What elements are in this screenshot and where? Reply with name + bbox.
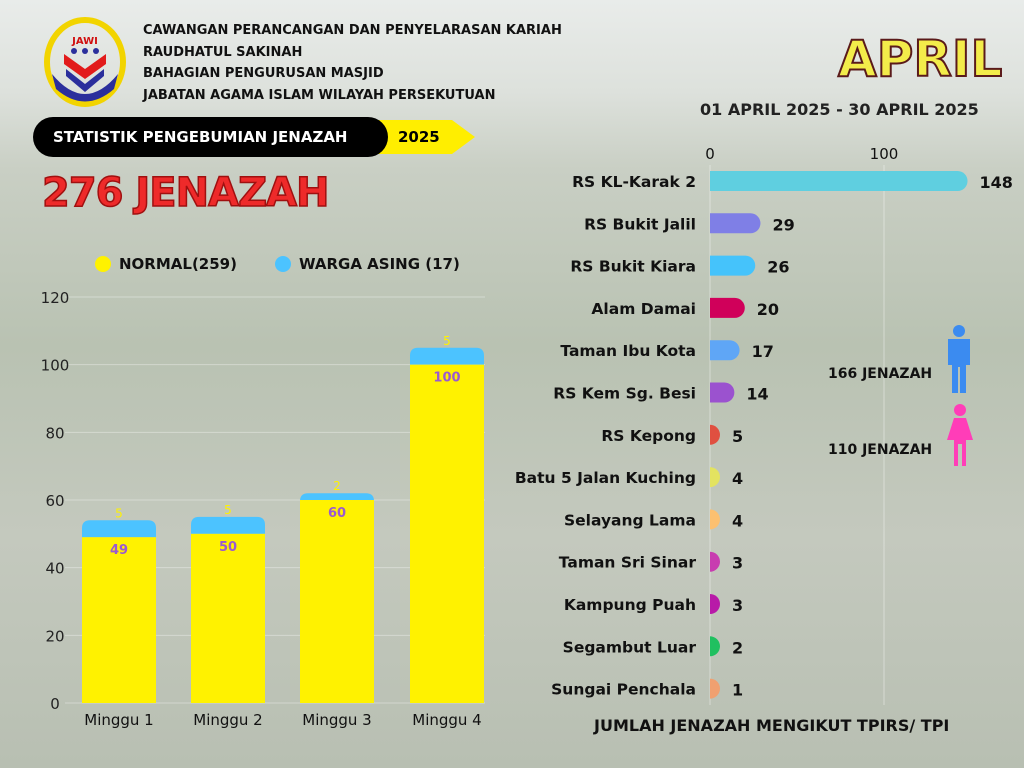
bar-value-warga-asing: 5 (443, 334, 451, 348)
x-tick-label: Minggu 2 (193, 711, 262, 729)
bar-value-normal: 50 (219, 540, 237, 555)
location-bar (710, 551, 720, 572)
x-tick-label: Minggu 4 (412, 711, 481, 729)
location-label: Taman Sri Sinar (559, 554, 697, 572)
location-value: 3 (732, 554, 743, 573)
bar-normal (191, 533, 265, 703)
bar-value-normal: 49 (110, 543, 128, 558)
male-count: 166 JENAZAH (828, 366, 933, 382)
location-label: RS Kem Sg. Besi (553, 385, 696, 403)
location-bar (710, 594, 720, 614)
location-label: Segambut Luar (563, 638, 697, 656)
female-icon (946, 404, 974, 470)
bar-normal (300, 500, 374, 703)
location-value: 4 (732, 511, 743, 530)
bar-warga-asing (410, 347, 484, 365)
location-value: 5 (732, 427, 743, 446)
bar-value-warga-asing: 2 (333, 479, 341, 493)
y-tick-label: 60 (45, 492, 64, 510)
location-value: 2 (732, 638, 743, 657)
y-tick-label: 40 (45, 560, 64, 578)
location-label: Taman Ibu Kota (560, 342, 696, 360)
location-bar (710, 678, 720, 699)
location-bar (710, 636, 720, 657)
y-tick-label: 0 (50, 695, 60, 713)
location-bar (710, 424, 720, 445)
chart-footer: JUMLAH JENAZAH MENGIKUT TPIRS/ TPI (594, 716, 950, 735)
y-tick-label: 100 (41, 357, 70, 375)
banner-title: STATISTIK PENGEBUMIAN JENAZAH (33, 117, 388, 157)
bar-warga-asing (300, 493, 374, 502)
location-value: 20 (757, 300, 779, 319)
location-bar (710, 255, 756, 276)
legend-label: WARGA ASING (17) (299, 255, 460, 273)
bar-warga-asing (82, 520, 156, 538)
location-label: Alam Damai (591, 300, 696, 318)
header-line: BAHAGIAN PENGURUSAN MASJID (143, 66, 384, 81)
location-bar (710, 467, 720, 488)
location-bar (710, 382, 735, 403)
legend-dot-yellow (95, 256, 111, 272)
location-label: Selayang Lama (564, 511, 696, 529)
legend-normal: NORMAL(259) (95, 255, 237, 273)
male-icon (946, 325, 972, 397)
bar-value-normal: 100 (433, 371, 460, 386)
location-label: RS Kepong (601, 427, 696, 445)
location-bar (710, 509, 720, 530)
bar-warga-asing (191, 516, 265, 534)
legend-warga-asing: WARGA ASING (17) (275, 255, 460, 273)
location-value: 26 (767, 258, 789, 277)
x-tick-label: Minggu 1 (84, 711, 153, 729)
location-bar (710, 340, 740, 361)
header-line: CAWANGAN PERANCANGAN DAN PENYELARASAN KA… (143, 23, 562, 38)
location-value: 3 (732, 596, 743, 615)
x-tick-label: Minggu 3 (302, 711, 371, 729)
bar-value-warga-asing: 5 (224, 503, 232, 517)
location-label: RS Bukit Kiara (570, 258, 696, 276)
header-line: JABATAN AGAMA ISLAM WILAYAH PERSEKUTUAN (143, 87, 496, 103)
location-value: 17 (752, 342, 774, 361)
y-tick-label: 20 (45, 627, 64, 645)
location-label: Sungai Penchala (551, 681, 696, 699)
legend-dot-blue (275, 256, 291, 272)
location-bar (710, 171, 968, 191)
location-value: 1 (732, 681, 743, 700)
location-value: 14 (746, 385, 768, 404)
location-bar (710, 297, 745, 318)
legend-label: NORMAL(259) (119, 255, 237, 273)
location-label: Kampung Puah (564, 596, 696, 614)
date-range: 01 APRIL 2025 - 30 APRIL 2025 (700, 100, 979, 119)
header-line: RAUDHATUL SAKINAH (143, 44, 303, 60)
bar-value-normal: 60 (328, 506, 346, 521)
location-value: 148 (980, 173, 1013, 192)
logo-text: JAWI (71, 36, 98, 47)
organization-header: CAWANGAN PERANCANGAN DAN PENYELARASAN KA… (143, 20, 562, 106)
location-value: 4 (732, 469, 743, 488)
y-tick-label: 120 (41, 289, 70, 307)
x-tick-label: 100 (870, 145, 899, 163)
bar-normal (410, 364, 484, 703)
x-tick-label: 0 (705, 145, 715, 163)
female-count: 110 JENAZAH (828, 442, 933, 458)
y-tick-label: 80 (45, 424, 64, 442)
location-value: 29 (772, 215, 794, 234)
location-label: RS KL-Karak 2 (572, 173, 696, 191)
month-title: APRIL (837, 29, 1003, 89)
location-label: Batu 5 Jalan Kuching (515, 469, 696, 487)
bar-value-warga-asing: 5 (115, 506, 123, 520)
bar-normal (82, 537, 156, 703)
total-count: 276 JENAZAH (41, 169, 330, 217)
jawi-logo: JAWI (44, 14, 126, 109)
location-label: RS Bukit Jalil (584, 215, 696, 233)
location-bar (710, 213, 761, 234)
